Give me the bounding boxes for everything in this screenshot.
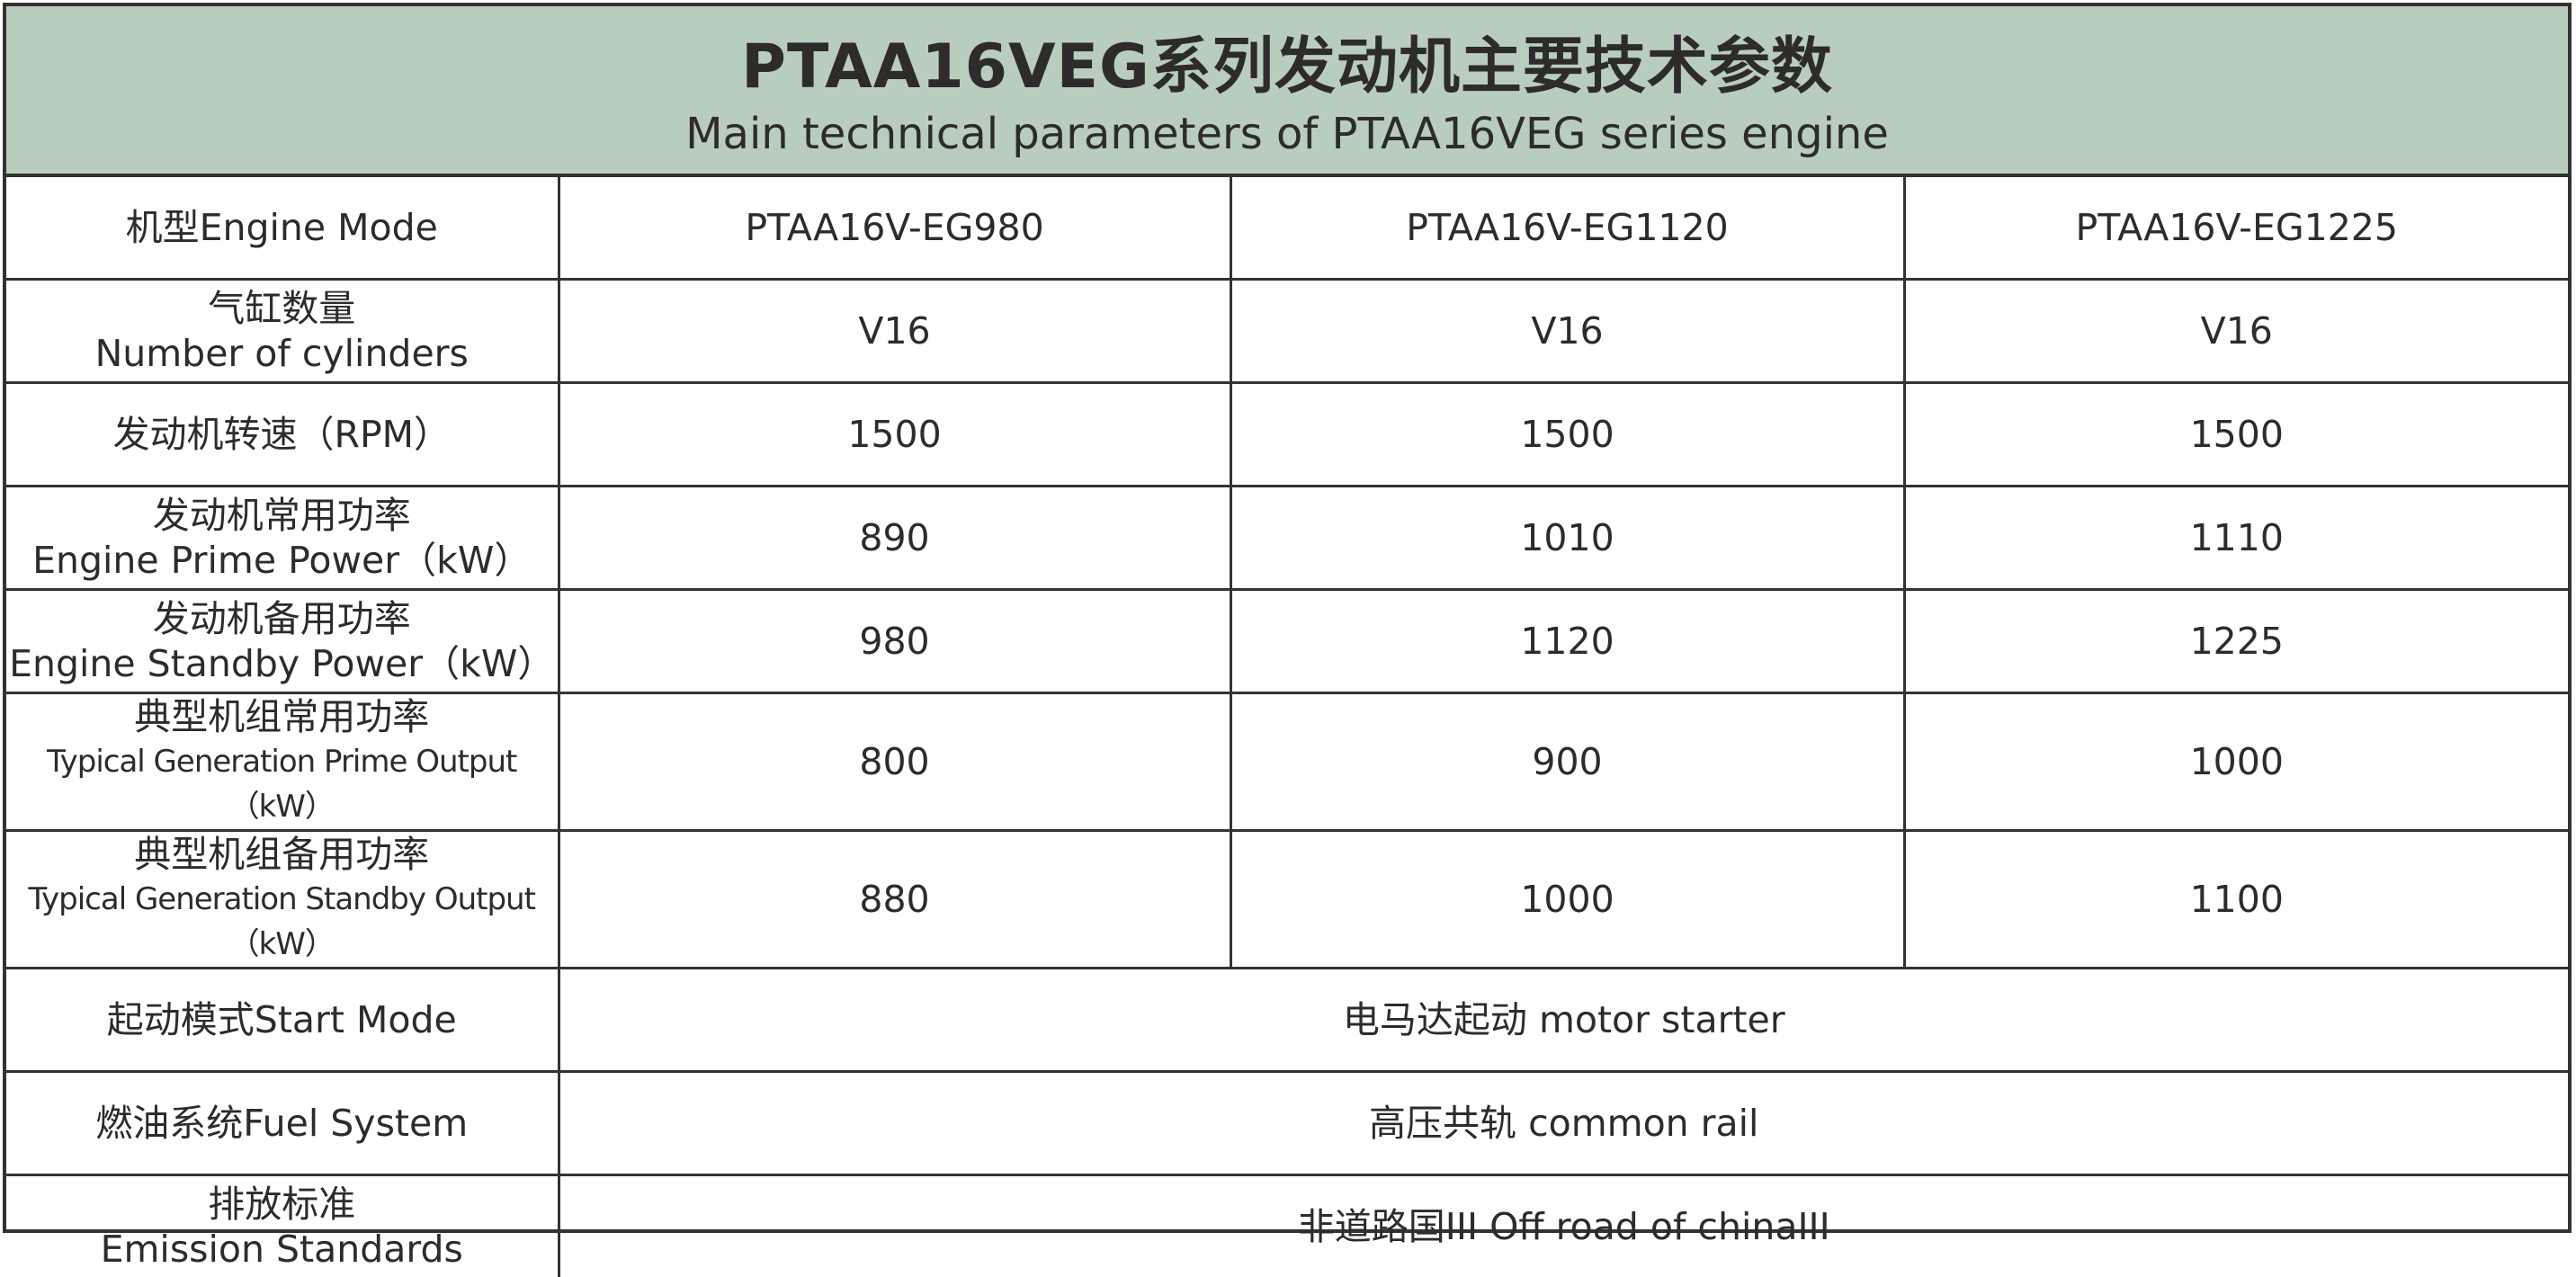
label-cn: 发动机转速（RPM） xyxy=(6,412,558,457)
value-cell: 800 xyxy=(559,693,1230,831)
label-cn: 发动机备用功率 xyxy=(6,596,558,641)
value-cell: 980 xyxy=(559,590,1230,693)
value-cell: 1500 xyxy=(1904,383,2568,487)
label-en: Number of cylinders xyxy=(6,331,558,376)
merged-value-cell: 高压共轨 common rail xyxy=(559,1072,2568,1175)
value-cell: 1120 xyxy=(1230,590,1904,693)
merged-value-cell: 电马达起动 motor starter xyxy=(559,969,2568,1072)
value-cell: 880 xyxy=(559,831,1230,969)
value-cell: 1225 xyxy=(1904,590,2568,693)
value-cell: 1500 xyxy=(1230,383,1904,487)
value-cell: 1000 xyxy=(1230,831,1904,969)
row-label: 机型Engine Mode xyxy=(6,177,559,280)
value-cell: V16 xyxy=(1904,280,2568,383)
label-cn: 排放标准 xyxy=(6,1182,558,1227)
page-title: PTAA16VEG系列发动机主要技术参数 xyxy=(6,6,2568,103)
label-en: Emission Standards xyxy=(6,1227,558,1272)
value-cell: PTAA16V-EG980 xyxy=(559,177,1230,280)
value-cell: 1010 xyxy=(1230,487,1904,590)
value-cell: 890 xyxy=(559,487,1230,590)
label-en: Typical Generation Prime Output（kW） xyxy=(6,739,558,829)
value-cell: 1100 xyxy=(1904,831,2568,969)
label-cn: 典型机组备用功率 xyxy=(6,832,558,877)
page-subtitle: Main technical parameters of PTAA16VEG s… xyxy=(6,107,2568,161)
row-label: 燃油系统Fuel System xyxy=(6,1072,559,1175)
label-cn: 燃油系统Fuel System xyxy=(6,1101,558,1146)
label-cn: 起动模式Start Mode xyxy=(6,997,558,1042)
value-cell: 1110 xyxy=(1904,487,2568,590)
value-cell: PTAA16V-EG1225 xyxy=(1904,177,2568,280)
value-cell: V16 xyxy=(559,280,1230,383)
spec-table-container: PTAA16VEG系列发动机主要技术参数 Main technical para… xyxy=(3,3,2572,1233)
label-cn: 典型机组常用功率 xyxy=(6,694,558,739)
row-label: 发动机转速（RPM） xyxy=(6,383,559,487)
value-cell: 1000 xyxy=(1904,693,2568,831)
label-cn: 发动机常用功率 xyxy=(6,493,558,538)
value-cell: PTAA16V-EG1120 xyxy=(1230,177,1904,280)
label-cn: 气缸数量 xyxy=(6,286,558,331)
label-en: Typical Generation Standby Output（kW） xyxy=(6,877,558,967)
label-cn: 机型Engine Mode xyxy=(6,205,558,250)
value-cell: 900 xyxy=(1230,693,1904,831)
label-en: Engine Standby Power（kW） xyxy=(6,641,558,686)
row-label: 起动模式Start Mode xyxy=(6,969,559,1072)
value-cell: 1500 xyxy=(559,383,1230,487)
label-en: Engine Prime Power（kW） xyxy=(6,538,558,583)
merged-value-cell: 非道路国III Off road of chinaIII xyxy=(559,1175,2568,1277)
table-header: PTAA16VEG系列发动机主要技术参数 Main technical para… xyxy=(6,6,2568,177)
value-cell: V16 xyxy=(1230,280,1904,383)
